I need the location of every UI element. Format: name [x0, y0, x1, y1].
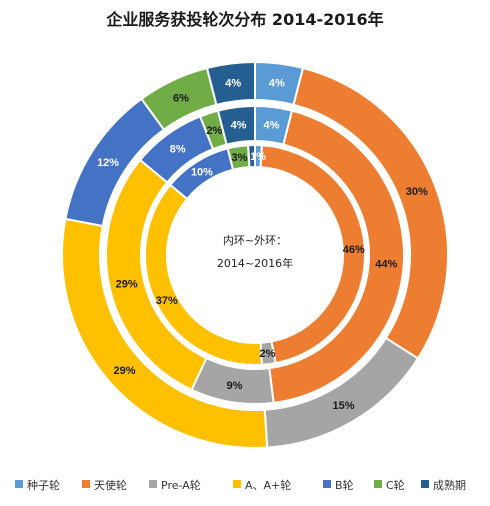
center-line-1: 内环~外环： — [223, 233, 287, 247]
rings — [61, 60, 449, 449]
legend-swatch-3 — [233, 480, 241, 488]
label-2016-6: 4% — [225, 77, 241, 89]
segment-2015-1 — [268, 109, 405, 404]
legend-label-5: C轮 — [386, 478, 405, 492]
legend-label-3: A、A+轮 — [245, 478, 291, 492]
legend-label-6: 成熟期 — [433, 478, 466, 492]
label-2014-1: 46% — [343, 244, 365, 256]
legend-label-0: 种子轮 — [27, 478, 60, 492]
legend-swatch-4 — [323, 480, 331, 488]
legend-label-2: Pre-A轮 — [161, 478, 201, 492]
label-2016-4: 12% — [97, 157, 119, 169]
legend-swatch-2 — [149, 480, 157, 488]
segment-2016-6 — [205, 60, 256, 107]
label-2016-5: 6% — [173, 93, 189, 105]
label-2015-1: 44% — [375, 258, 397, 270]
legend-label-1: 天使轮 — [94, 478, 127, 492]
legend: 种子轮 天使轮 Pre-A轮 A、A+轮 B轮 C轮 成熟期 — [15, 478, 466, 492]
label-2015-0: 4% — [264, 120, 280, 132]
legend-label-4: B轮 — [335, 478, 354, 492]
label-2014-0: 1% — [250, 151, 266, 163]
legend-swatch-0 — [15, 480, 23, 488]
label-2016-2: 15% — [333, 400, 355, 412]
center-line-2: 2014~2016年 — [217, 256, 293, 270]
label-2015-3: 29% — [116, 279, 138, 291]
label-2016-1: 30% — [406, 186, 428, 198]
label-2015-6: 4% — [231, 120, 247, 132]
label-2015-4: 8% — [170, 144, 186, 156]
segment-2015-6 — [216, 104, 256, 146]
label-2014-5: 3% — [232, 152, 248, 164]
label-2016-0: 4% — [269, 77, 285, 89]
chart-title: 企业服务获投轮次分布 2014-2016年 — [105, 10, 383, 29]
label-2015-2: 9% — [226, 380, 242, 392]
label-2014-4: 10% — [191, 166, 213, 178]
legend-swatch-5 — [374, 480, 382, 488]
data-labels: 1% 46% 2% 37% 10% 3% 4% 44% 9% 29% 8% 2% 4% 4% 30% 15% 2… — [97, 77, 428, 411]
label-2014-2: 2% — [259, 348, 275, 360]
label-2014-3: 37% — [156, 295, 178, 307]
legend-swatch-6 — [421, 480, 429, 488]
label-2015-5: 2% — [206, 125, 222, 137]
legend-swatch-1 — [82, 480, 90, 488]
label-2016-3: 29% — [113, 365, 135, 377]
segment-2014-6 — [247, 143, 256, 169]
